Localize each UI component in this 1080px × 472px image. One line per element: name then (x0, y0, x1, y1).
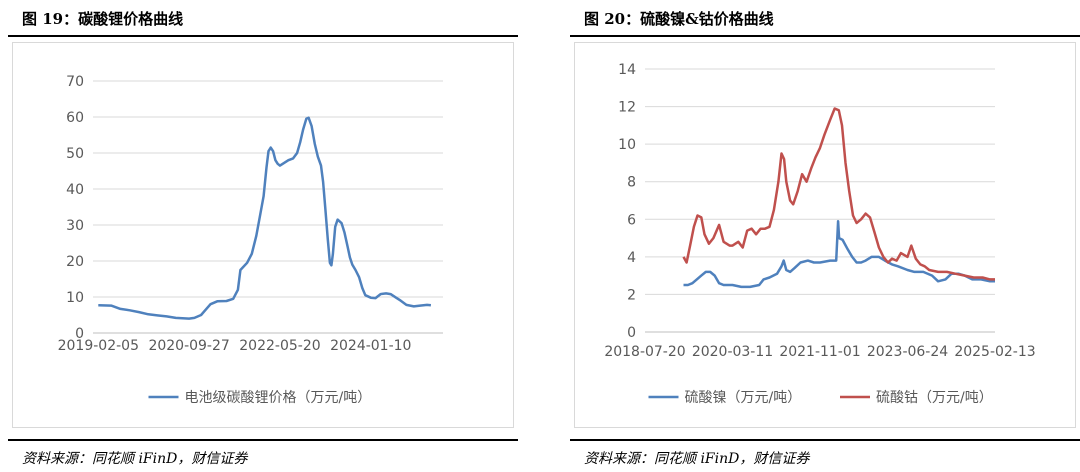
y-tick-label: 10 (618, 137, 636, 153)
nickel-cobalt-sulfate-chart: 0 2 4 6 8 10 12 14 2018-07-20 2020-03-11 2021-11-0… (604, 62, 1035, 406)
lithium-carbonate-chart: 0 10 20 30 40 50 60 70 2019-02-05 2020-09-27 2022-… (58, 74, 443, 406)
source-rule (570, 439, 1080, 441)
y-tick-label: 30 (66, 218, 84, 234)
figure-panel-left: 图 19：碳酸锂价格曲线 0 10 20 30 40 50 60 70 2019-02-05 20… (8, 0, 518, 472)
x-tick-label: 2025-02-13 (954, 344, 1035, 360)
x-tick-label: 2023-06-24 (867, 344, 948, 360)
y-tick-label: 14 (618, 62, 636, 78)
x-tick-label: 2022-05-20 (239, 338, 320, 354)
y-tick-label: 6 (627, 212, 636, 228)
chart-frame: 0 10 20 30 40 50 60 70 2019-02-05 2020-09-27 2022-… (12, 42, 514, 428)
y-tick-label: 4 (627, 250, 636, 266)
y-tick-label: 20 (66, 254, 84, 270)
legend-label: 硫酸钴（万元/吨） (876, 390, 993, 406)
y-tick-label: 0 (75, 326, 84, 342)
x-tick-label: 2024-01-10 (330, 338, 411, 354)
x-tick-label: 2019-02-05 (58, 338, 139, 354)
figure-title: 图 19：碳酸锂价格曲线 (22, 10, 184, 28)
y-tick-label: 0 (627, 325, 636, 341)
y-tick-label: 40 (66, 182, 84, 198)
legend-label: 电池级碳酸锂价格（万元/吨） (185, 390, 372, 406)
series-line (98, 116, 432, 320)
legend-label: 硫酸镍（万元/吨） (685, 390, 802, 406)
source-note: 资料来源：同花顺 iFinD，财信证券 (584, 451, 810, 467)
y-tick-label: 12 (618, 100, 636, 116)
figure-panel-right: 图 20：硫酸镍&钴价格曲线 0 2 4 6 8 10 12 14 2018-07-20 2020… (570, 0, 1080, 472)
y-tick-label: 60 (66, 110, 84, 126)
y-tick-label: 70 (66, 74, 84, 90)
source-rule (8, 439, 518, 441)
x-tick-label: 2021-11-01 (779, 344, 860, 360)
series-line (682, 107, 995, 281)
y-tick-label: 10 (66, 290, 84, 306)
series-line (683, 219, 995, 289)
y-tick-label: 8 (627, 175, 636, 191)
y-tick-label: 2 (627, 287, 636, 303)
title-rule (8, 35, 518, 37)
title-rule (570, 35, 1080, 37)
x-tick-label: 2018-07-20 (604, 344, 685, 360)
x-tick-label: 2020-03-11 (692, 344, 773, 360)
y-tick-label: 50 (66, 146, 84, 162)
source-note: 资料来源：同花顺 iFinD，财信证券 (22, 451, 248, 467)
chart-frame: 0 2 4 6 8 10 12 14 2018-07-20 2020-03-11 2021-11-0… (574, 42, 1076, 428)
figure-title: 图 20：硫酸镍&钴价格曲线 (584, 10, 774, 28)
x-tick-label: 2020-09-27 (148, 338, 229, 354)
